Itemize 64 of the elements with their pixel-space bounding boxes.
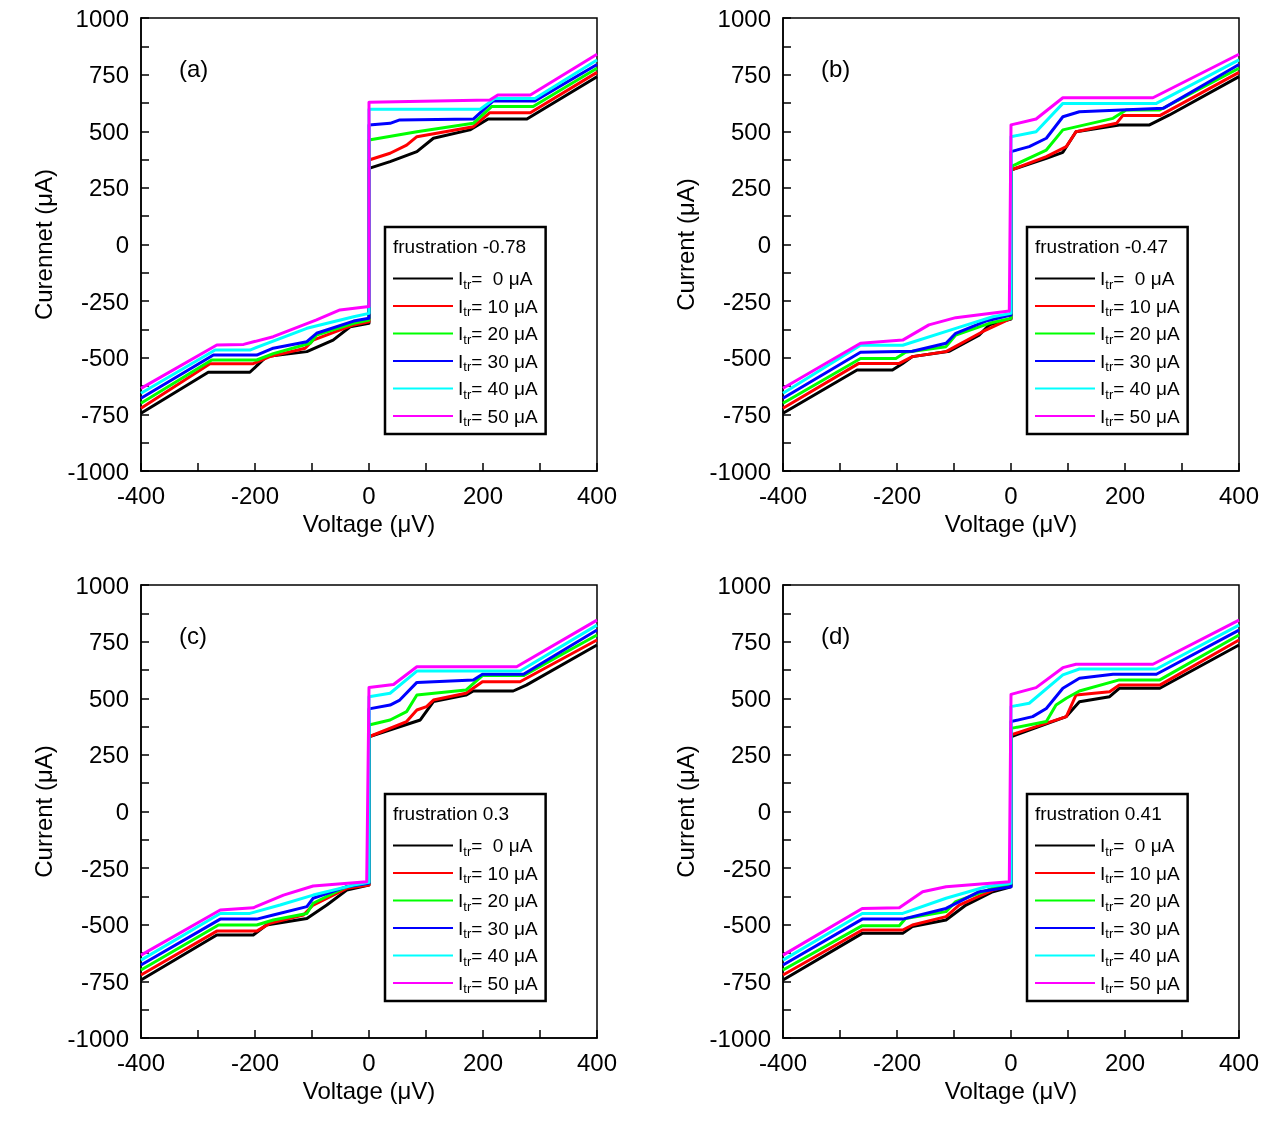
legend-title: frustration -0.78: [393, 236, 527, 257]
y-tick-label: 250: [730, 174, 771, 202]
x-tick-label: 400: [1218, 1048, 1260, 1076]
x-axis-title: Voltage (μV): [302, 1077, 436, 1105]
y-tick-label: -250: [80, 854, 129, 882]
x-axis-title: Voltage (μV): [302, 510, 436, 538]
x-axis-title: Voltage (μV): [944, 1077, 1078, 1105]
y-tick-label: -500: [722, 344, 771, 372]
y-tick-label: -750: [80, 967, 129, 995]
y-tick-label: -750: [80, 400, 129, 428]
legend-title: frustration 0.41: [1035, 803, 1162, 824]
annotation: (d): [821, 621, 851, 649]
y-tick-label: 500: [730, 117, 771, 145]
y-tick-label: 250: [88, 741, 129, 769]
x-tick-label: 200: [462, 1048, 504, 1076]
y-tick-label: -500: [80, 344, 129, 372]
y-tick-label: -750: [722, 967, 771, 995]
y-tick-label: -500: [722, 911, 771, 939]
y-tick-label: 750: [88, 628, 129, 656]
y-tick-label: 500: [88, 117, 129, 145]
y-tick-label: -250: [722, 854, 771, 882]
legend-title: frustration -0.47: [1035, 236, 1169, 257]
y-axis-title: Curennet (μA): [29, 168, 57, 321]
y-tick-label: -250: [722, 287, 771, 315]
x-tick-label: 0: [362, 481, 376, 509]
x-tick-label: 400: [576, 1048, 618, 1076]
y-tick-label: -750: [722, 400, 771, 428]
x-tick-label: -200: [872, 1048, 922, 1076]
x-axis-title: Voltage (μV): [944, 510, 1078, 538]
y-tick-label: 750: [730, 61, 771, 89]
y-tick-label: 750: [730, 628, 771, 656]
y-tick-label: 1000: [717, 571, 771, 599]
x-tick-label: 400: [1218, 481, 1260, 509]
x-tick-label: 200: [1104, 481, 1146, 509]
x-tick-label: 200: [462, 481, 504, 509]
y-tick-label: 1000: [717, 4, 771, 32]
x-tick-label: 0: [1004, 481, 1018, 509]
y-tick-label: 0: [115, 798, 129, 825]
annotation: (c): [179, 621, 207, 649]
y-tick-label: -250: [80, 287, 129, 315]
y-tick-label: 0: [757, 798, 771, 825]
y-tick-label: 250: [88, 174, 129, 202]
x-tick-label: 0: [1004, 1048, 1018, 1076]
x-tick-label: 400: [576, 481, 618, 509]
y-tick-label: 0: [115, 231, 129, 258]
y-axis-title: Current (μA): [671, 745, 699, 878]
x-tick-label: 0: [362, 1048, 376, 1076]
y-tick-label: -500: [80, 911, 129, 939]
y-tick-label: 1000: [75, 4, 129, 32]
annotation: (a): [179, 54, 209, 82]
x-tick-label: -200: [230, 481, 280, 509]
legend-title: frustration 0.3: [393, 803, 510, 824]
y-tick-label: 250: [730, 741, 771, 769]
y-axis-title: Current (μA): [671, 178, 699, 311]
annotation: (b): [821, 54, 851, 82]
y-tick-label: 750: [88, 61, 129, 89]
x-tick-label: -200: [872, 481, 922, 509]
x-tick-label: 200: [1104, 1048, 1146, 1076]
y-tick-label: 1000: [75, 571, 129, 599]
x-tick-label: -200: [230, 1048, 280, 1076]
y-tick-label: 500: [88, 684, 129, 712]
y-tick-label: 500: [730, 684, 771, 712]
y-tick-label: 0: [757, 231, 771, 258]
y-axis-title: Current (μA): [29, 745, 57, 878]
